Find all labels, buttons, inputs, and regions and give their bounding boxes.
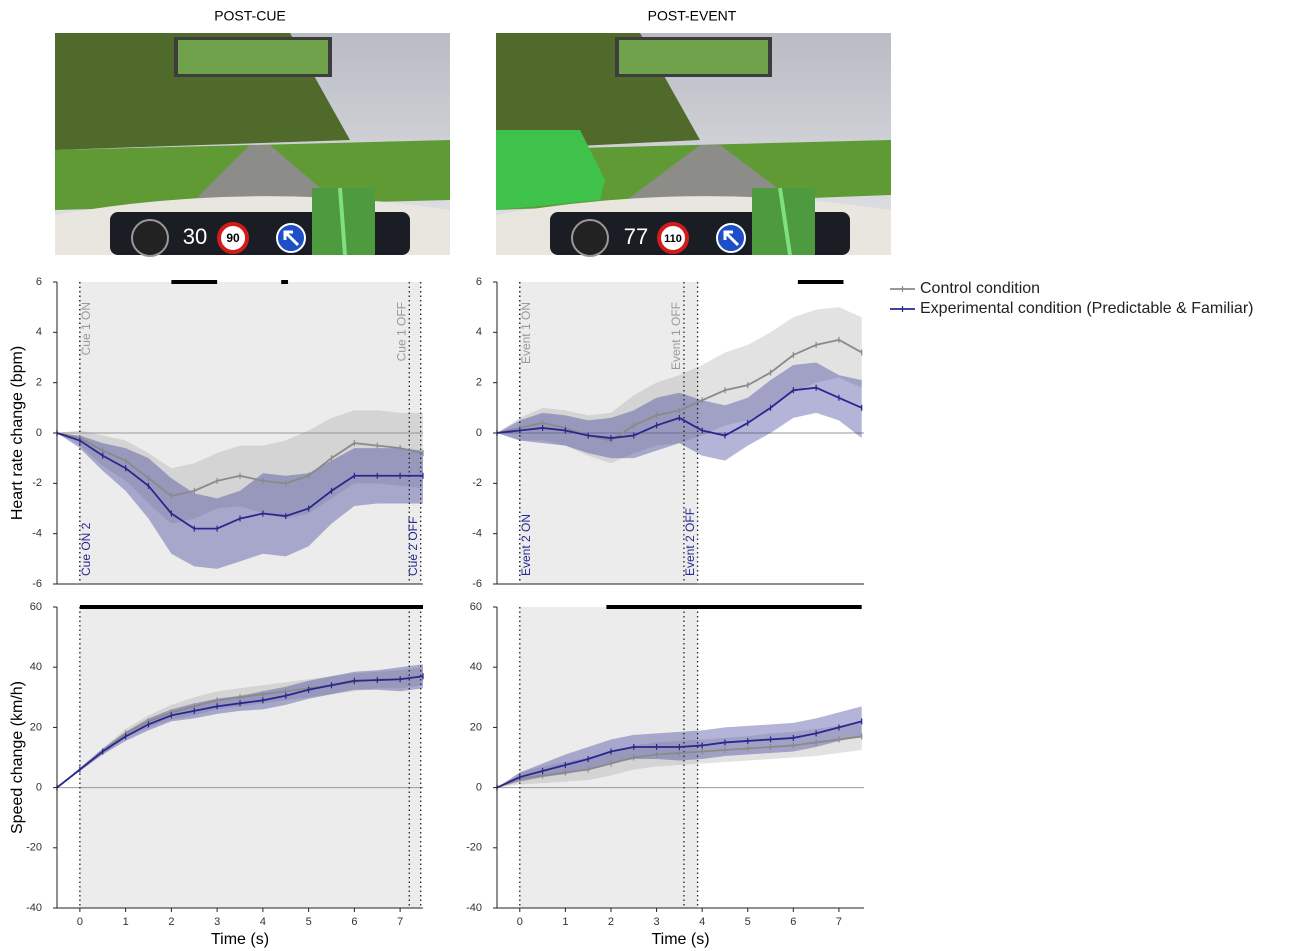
x-tick-label: 3 (214, 916, 220, 928)
event-window (80, 607, 421, 908)
y-tick-label: 4 (476, 326, 482, 338)
y-tick-label: 0 (476, 427, 482, 439)
y-axis-label: Heart rate change (bpm) (9, 346, 26, 520)
event-marker-label: Cue 2 OFF (406, 517, 420, 576)
simulator-screenshot: 77 110 (496, 33, 891, 256)
column-title: POST-CUE (214, 8, 286, 24)
y-tick-label: -2 (32, 477, 42, 489)
x-tick-label: 4 (699, 916, 705, 928)
x-tick-label: 6 (351, 916, 357, 928)
event-marker-label: Event 1 ON (519, 302, 533, 364)
column-title: POST-EVENT (648, 8, 737, 24)
dashboard-speed: 30 (183, 224, 207, 249)
y-tick-label: 0 (476, 782, 482, 794)
page: POST-CUE POST-EVENT 30 90 77 110 (0, 0, 1301, 951)
figure: POST-CUE POST-EVENT 30 90 77 110 (0, 0, 1301, 951)
y-tick-label: 60 (30, 601, 42, 613)
y-tick-label: -6 (472, 578, 482, 590)
x-tick-label: 0 (77, 916, 83, 928)
event-marker-label: Cue 1 OFF (394, 302, 408, 361)
x-tick-label: 5 (306, 916, 312, 928)
event-marker-label: Event 2 ON (519, 514, 533, 576)
x-axis-label: Time (s) (211, 931, 269, 948)
y-tick-label: 0 (36, 427, 42, 439)
x-tick-label: 3 (654, 916, 660, 928)
event-marker-label: Cue 1 ON (79, 302, 93, 355)
y-tick-label: 60 (470, 601, 482, 613)
y-tick-label: 0 (36, 782, 42, 794)
y-tick-label: 20 (470, 721, 482, 733)
y-tick-label: 2 (476, 377, 482, 389)
y-tick-label: -2 (472, 477, 482, 489)
x-tick-label: 2 (168, 916, 174, 928)
speed-limit-sign: 110 (664, 233, 682, 245)
event-marker-label: Event 1 OFF (669, 302, 683, 370)
event-marker-label: Cue ON 2 (79, 522, 93, 576)
x-axis-label: Time (s) (651, 931, 709, 948)
legend-label: Control condition (920, 280, 1040, 297)
x-tick-label: 2 (608, 916, 614, 928)
y-tick-label: -4 (472, 528, 482, 540)
y-tick-label: -4 (32, 528, 42, 540)
x-tick-label: 4 (260, 916, 266, 928)
x-tick-label: 0 (517, 916, 523, 928)
y-tick-label: -20 (26, 842, 42, 854)
y-tick-label: 6 (476, 276, 482, 288)
y-tick-label: -6 (32, 578, 42, 590)
y-tick-label: -40 (26, 902, 42, 914)
y-tick-label: 6 (36, 276, 42, 288)
x-tick-label: 1 (123, 916, 129, 928)
y-tick-label: 40 (470, 661, 482, 673)
x-tick-label: 1 (562, 916, 568, 928)
dashboard-speed: 77 (624, 224, 648, 249)
y-tick-label: -40 (466, 902, 482, 914)
x-tick-label: 7 (836, 916, 842, 928)
x-tick-label: 6 (790, 916, 796, 928)
y-tick-label: -20 (466, 842, 482, 854)
simulator-screenshot: 30 90 (55, 33, 450, 256)
x-tick-label: 5 (745, 916, 751, 928)
event-marker-label: Event 2 OFF (683, 508, 697, 576)
y-axis-label: Speed change (km/h) (9, 681, 26, 834)
y-tick-label: 4 (36, 326, 42, 338)
y-tick-label: 40 (30, 661, 42, 673)
legend-label: Experimental condition (Predictable & Fa… (920, 300, 1253, 317)
speed-limit-sign: 90 (226, 231, 240, 245)
y-tick-label: 2 (36, 377, 42, 389)
y-tick-label: 20 (30, 721, 42, 733)
x-tick-label: 7 (397, 916, 403, 928)
